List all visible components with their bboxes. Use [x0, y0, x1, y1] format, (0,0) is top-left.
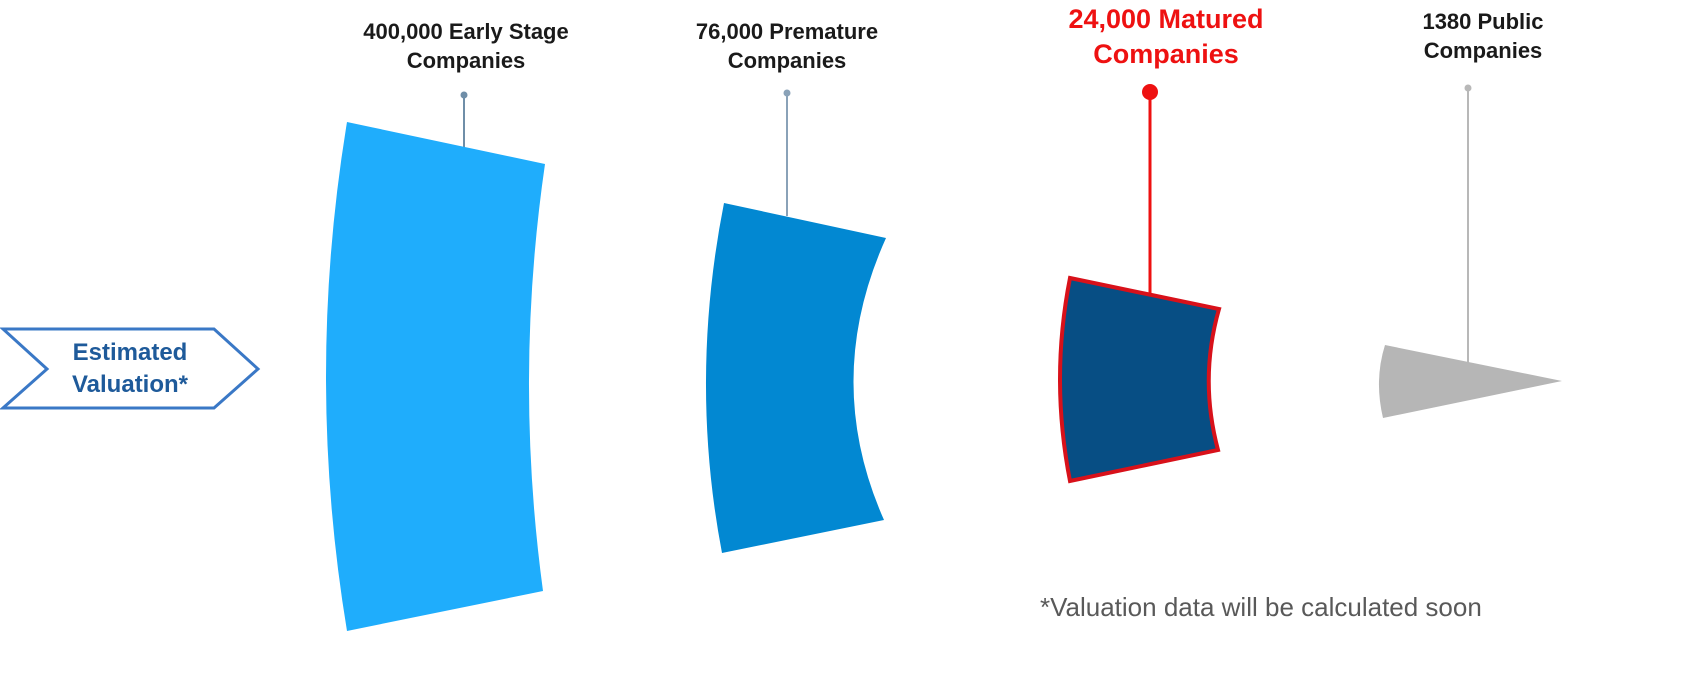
stage-3-connector-dot — [1142, 84, 1158, 100]
valuation-badge-line1: Estimated — [72, 339, 188, 366]
stage-3-label-count: 24,000 Matured — [1068, 4, 1264, 34]
stage-4-label-noun: Companies — [1423, 38, 1543, 63]
stage-4-connector-dot — [1464, 84, 1472, 92]
valuation-chevron-shape — [0, 327, 261, 410]
stage-2-funnel-segment — [705, 203, 886, 553]
valuation-badge-line2: Valuation* — [71, 371, 189, 398]
stage-2-label-noun: Companies — [727, 48, 847, 73]
stage-2-connector-dot — [783, 89, 791, 97]
stage-4-label-count: 1380 Public — [1422, 9, 1544, 34]
stage-1-connector-dot — [460, 91, 468, 99]
stage-2-label: 76,000 Premature Companies — [665, 17, 909, 75]
stage-4-funnel-segment — [1378, 345, 1562, 418]
stage-2-label-count: 76,000 Premature — [695, 19, 879, 44]
stage-1-funnel-segment — [326, 122, 545, 631]
valuation-badge-label: Estimated Valuation* — [40, 337, 220, 401]
stage-3-label-noun: Companies — [1093, 39, 1239, 69]
stage-3-funnel-segment — [1058, 275, 1222, 484]
valuation-footnote: *Valuation data will be calculated soon — [1040, 592, 1482, 622]
stage-1-label: 400,000 Early Stage Companies — [340, 17, 592, 75]
stage-4-label: 1380 Public Companies — [1385, 7, 1581, 65]
stage-1-label-noun: Companies — [406, 48, 526, 73]
stage-3-label: 24,000 Matured Companies — [1030, 2, 1302, 72]
stage-1-label-count: 400,000 Early Stage — [363, 19, 569, 44]
